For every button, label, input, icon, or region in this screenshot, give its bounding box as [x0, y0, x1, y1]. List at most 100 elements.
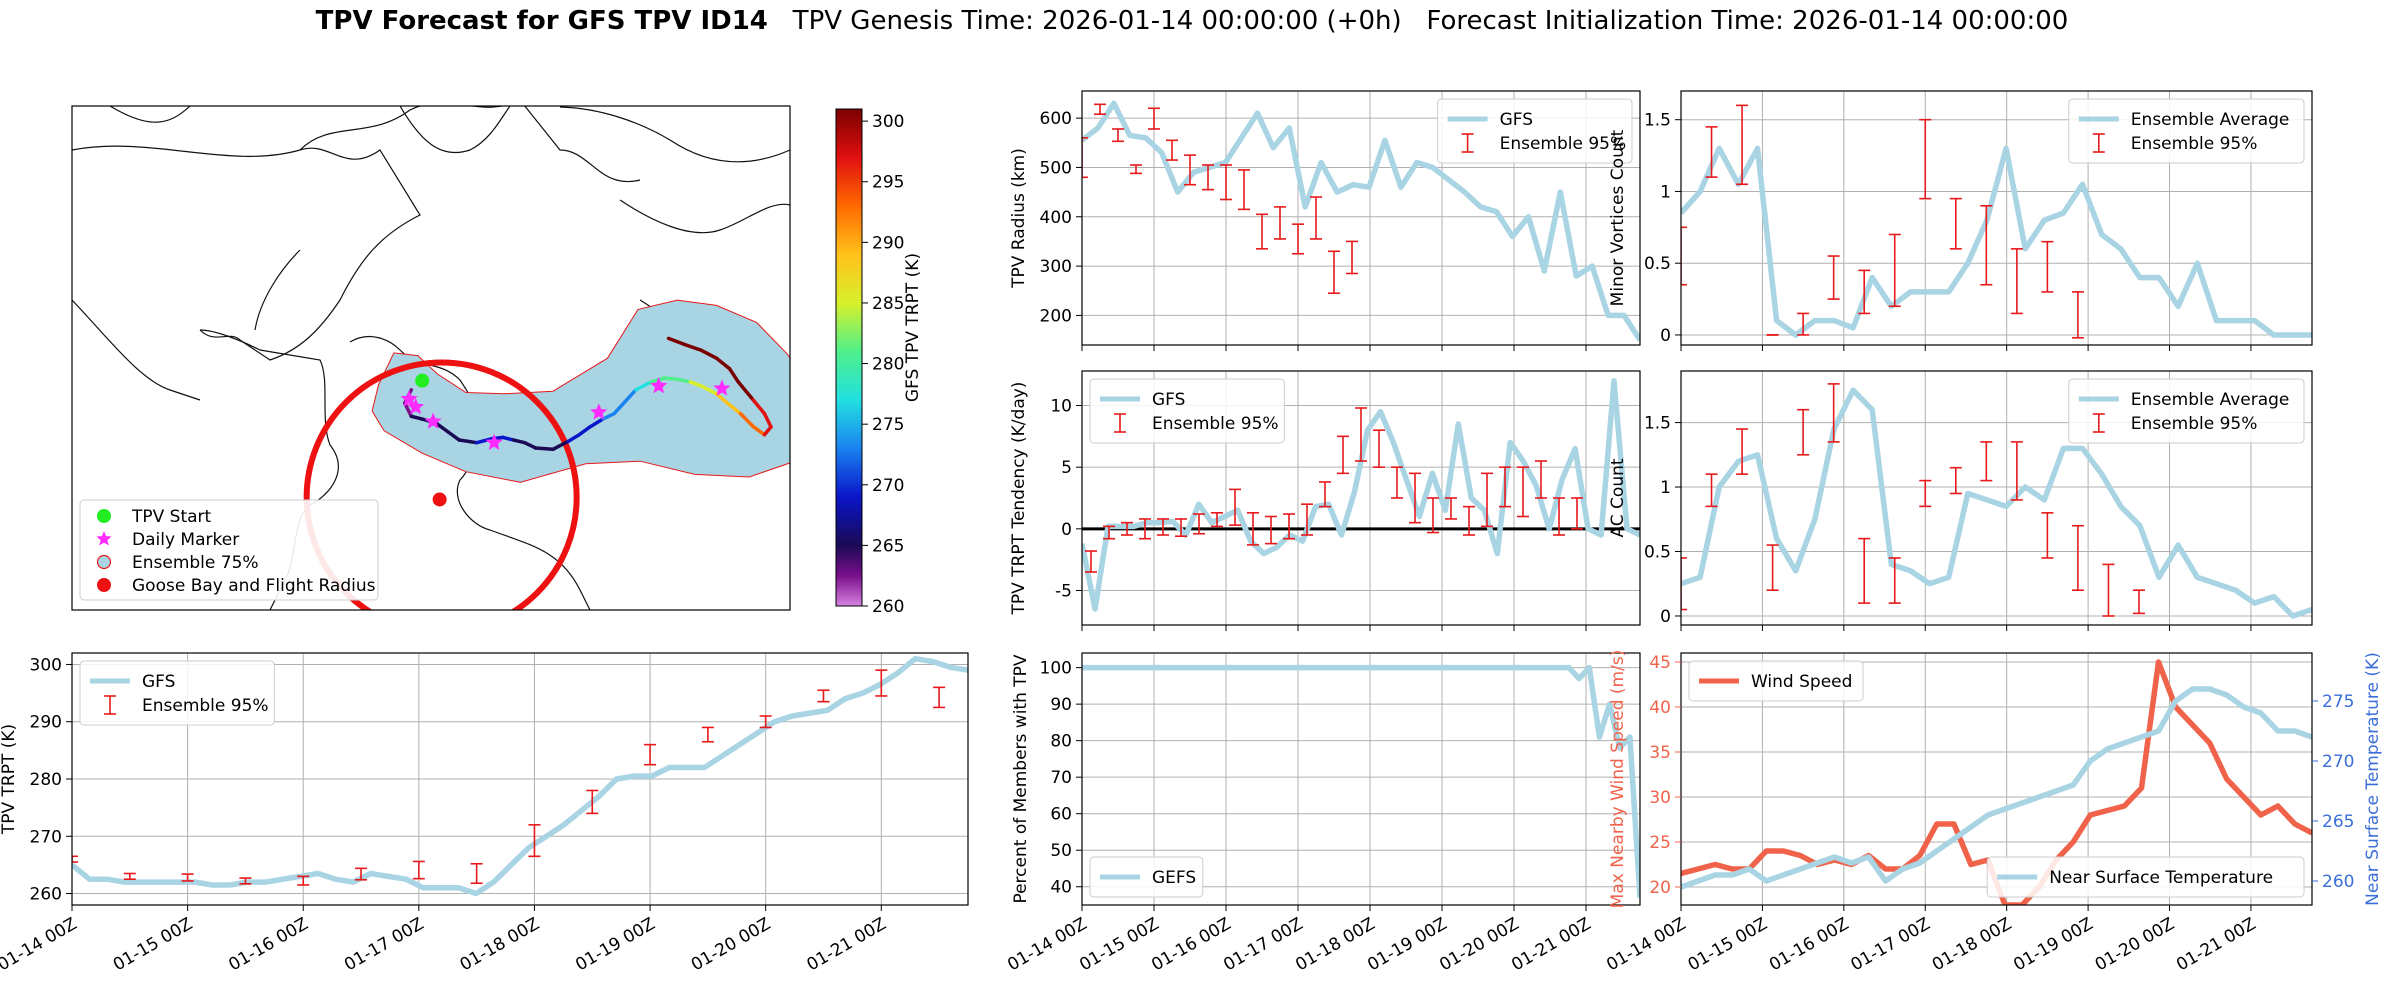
figure-title-main: TPV Forecast for GFS TPV ID14 — [315, 6, 768, 36]
track-segment — [699, 384, 719, 396]
errorbar — [1858, 269, 1871, 315]
colorbar-tick-label: 295 — [872, 173, 904, 193]
figure-title-times: TPV Genesis Time: 2026-01-14 00:00:00 (+… — [767, 6, 2069, 36]
colorbar-tick-label: 300 — [872, 112, 904, 132]
errorbar — [1827, 255, 1840, 300]
legend-label: GEFS — [1152, 868, 1196, 888]
daily-marker — [713, 379, 731, 396]
tpv-start-marker — [415, 373, 430, 388]
map-frame — [71, 105, 791, 611]
ytick-label: 20 — [1649, 878, 1671, 898]
ytick-label: 0 — [1061, 520, 1072, 540]
errorbar — [412, 860, 425, 880]
errorbar — [1157, 518, 1169, 536]
legend-label: GFS — [142, 672, 175, 692]
errorbar — [1166, 139, 1178, 161]
ytick-right-label: 275 — [2322, 692, 2354, 712]
ytick-label: -5 — [1055, 581, 1072, 601]
errorbar — [1130, 164, 1142, 175]
coastline — [72, 299, 201, 401]
track-segment — [675, 377, 693, 384]
series-line-gfs — [1082, 100, 1640, 342]
errorbar — [1337, 435, 1349, 475]
track-segment — [403, 401, 414, 419]
legend-label: Ensemble 95% — [1152, 414, 1279, 434]
ytick-label: 5 — [1061, 458, 1072, 478]
track-segment — [634, 380, 653, 392]
track-segment — [446, 430, 462, 442]
errorbar — [1949, 197, 1962, 250]
errorbar — [1265, 515, 1277, 545]
track-segment — [684, 343, 703, 353]
errorbar — [528, 824, 541, 858]
xtick-label: 01-19 00Z — [572, 914, 658, 975]
coastline — [559, 106, 790, 163]
ylabel: TPV Radius (km) — [1009, 148, 1029, 289]
track-segment — [601, 411, 616, 421]
goose-bay-marker — [432, 492, 447, 507]
errorbar — [1919, 118, 1932, 200]
ylabel: AC Count — [1608, 458, 1628, 537]
errorbar — [1919, 479, 1932, 508]
errorbar — [1827, 383, 1840, 443]
errorbar — [355, 867, 368, 881]
legend-swatch-goosebay — [97, 578, 111, 592]
ytick-label: 270 — [30, 827, 62, 847]
chart-tendency: -5 0 5 10 TPV TRPT Tendency (K/day) GFS Ensemb… — [1009, 370, 1641, 631]
ytick-label: 30 — [1649, 788, 1671, 808]
errorbar — [1571, 497, 1583, 530]
series-line-ensemble-average — [1681, 145, 2312, 338]
errorbar — [817, 689, 830, 703]
errorbar — [1184, 154, 1196, 186]
legend-box — [2068, 378, 2305, 444]
legend-label: TPV Start — [131, 507, 212, 527]
coastline — [299, 106, 641, 183]
ytick-label: 70 — [1050, 768, 1072, 788]
legend: Ensemble Average Ensemble 95% — [2068, 378, 2305, 444]
daily-marker — [424, 412, 442, 429]
legend-label: Goose Bay and Flight Radius — [132, 576, 376, 596]
legend-label: Ensemble 75% — [132, 553, 259, 573]
errorbar — [297, 875, 310, 886]
daily-marker — [590, 403, 608, 420]
colorbar — [835, 108, 863, 607]
colorbar-tick-label: 265 — [872, 536, 904, 556]
errorbar — [2102, 563, 2115, 617]
ytick-label: 500 — [1040, 158, 1072, 178]
errorbar — [1481, 472, 1493, 528]
legend-swatch-star — [96, 531, 112, 546]
errorbar — [701, 726, 714, 743]
errorbar — [1256, 213, 1268, 250]
errorbar — [1139, 518, 1151, 540]
colorbar-label: GFS TPV TRPT (K) — [903, 253, 923, 402]
errorbar — [1103, 525, 1115, 540]
legend-label: Ensemble 95% — [2131, 134, 2258, 154]
chart-minor: 0 0.5 1 1.5 Minor Vortices Count Ensemble Ave… — [1608, 90, 2313, 351]
ytick-label: 80 — [1050, 732, 1072, 752]
ytick-label: 0.5 — [1644, 543, 1671, 563]
errorbar — [875, 669, 888, 697]
xtick-label: 01-15 00Z — [1685, 914, 1771, 975]
coastline — [399, 106, 511, 154]
errorbar — [1766, 544, 1779, 591]
map-legend: TPV Start Daily Marker Ensemble 75% Goose B… — [79, 499, 379, 601]
track-segment — [522, 440, 538, 450]
errorbar — [1409, 472, 1421, 524]
errorbar — [1858, 537, 1871, 604]
track-segment — [612, 400, 627, 416]
ytick-label: 10 — [1050, 397, 1072, 417]
colorbar-tick-label: 280 — [872, 355, 904, 375]
figure-title: TPV Forecast for GFS TPV ID14 TPV Genesi… — [0, 6, 2384, 36]
errorbar — [1175, 518, 1187, 538]
xtick-label: 01-21 00Z — [1508, 914, 1594, 975]
colorbar-tick-label: 260 — [872, 597, 904, 617]
legend: Wind Speed — [1688, 660, 1864, 702]
track-segment — [457, 438, 479, 445]
track-segment — [588, 417, 605, 429]
errorbar — [1499, 466, 1511, 508]
legend-box — [1986, 856, 2305, 898]
errorbar — [72, 855, 78, 863]
